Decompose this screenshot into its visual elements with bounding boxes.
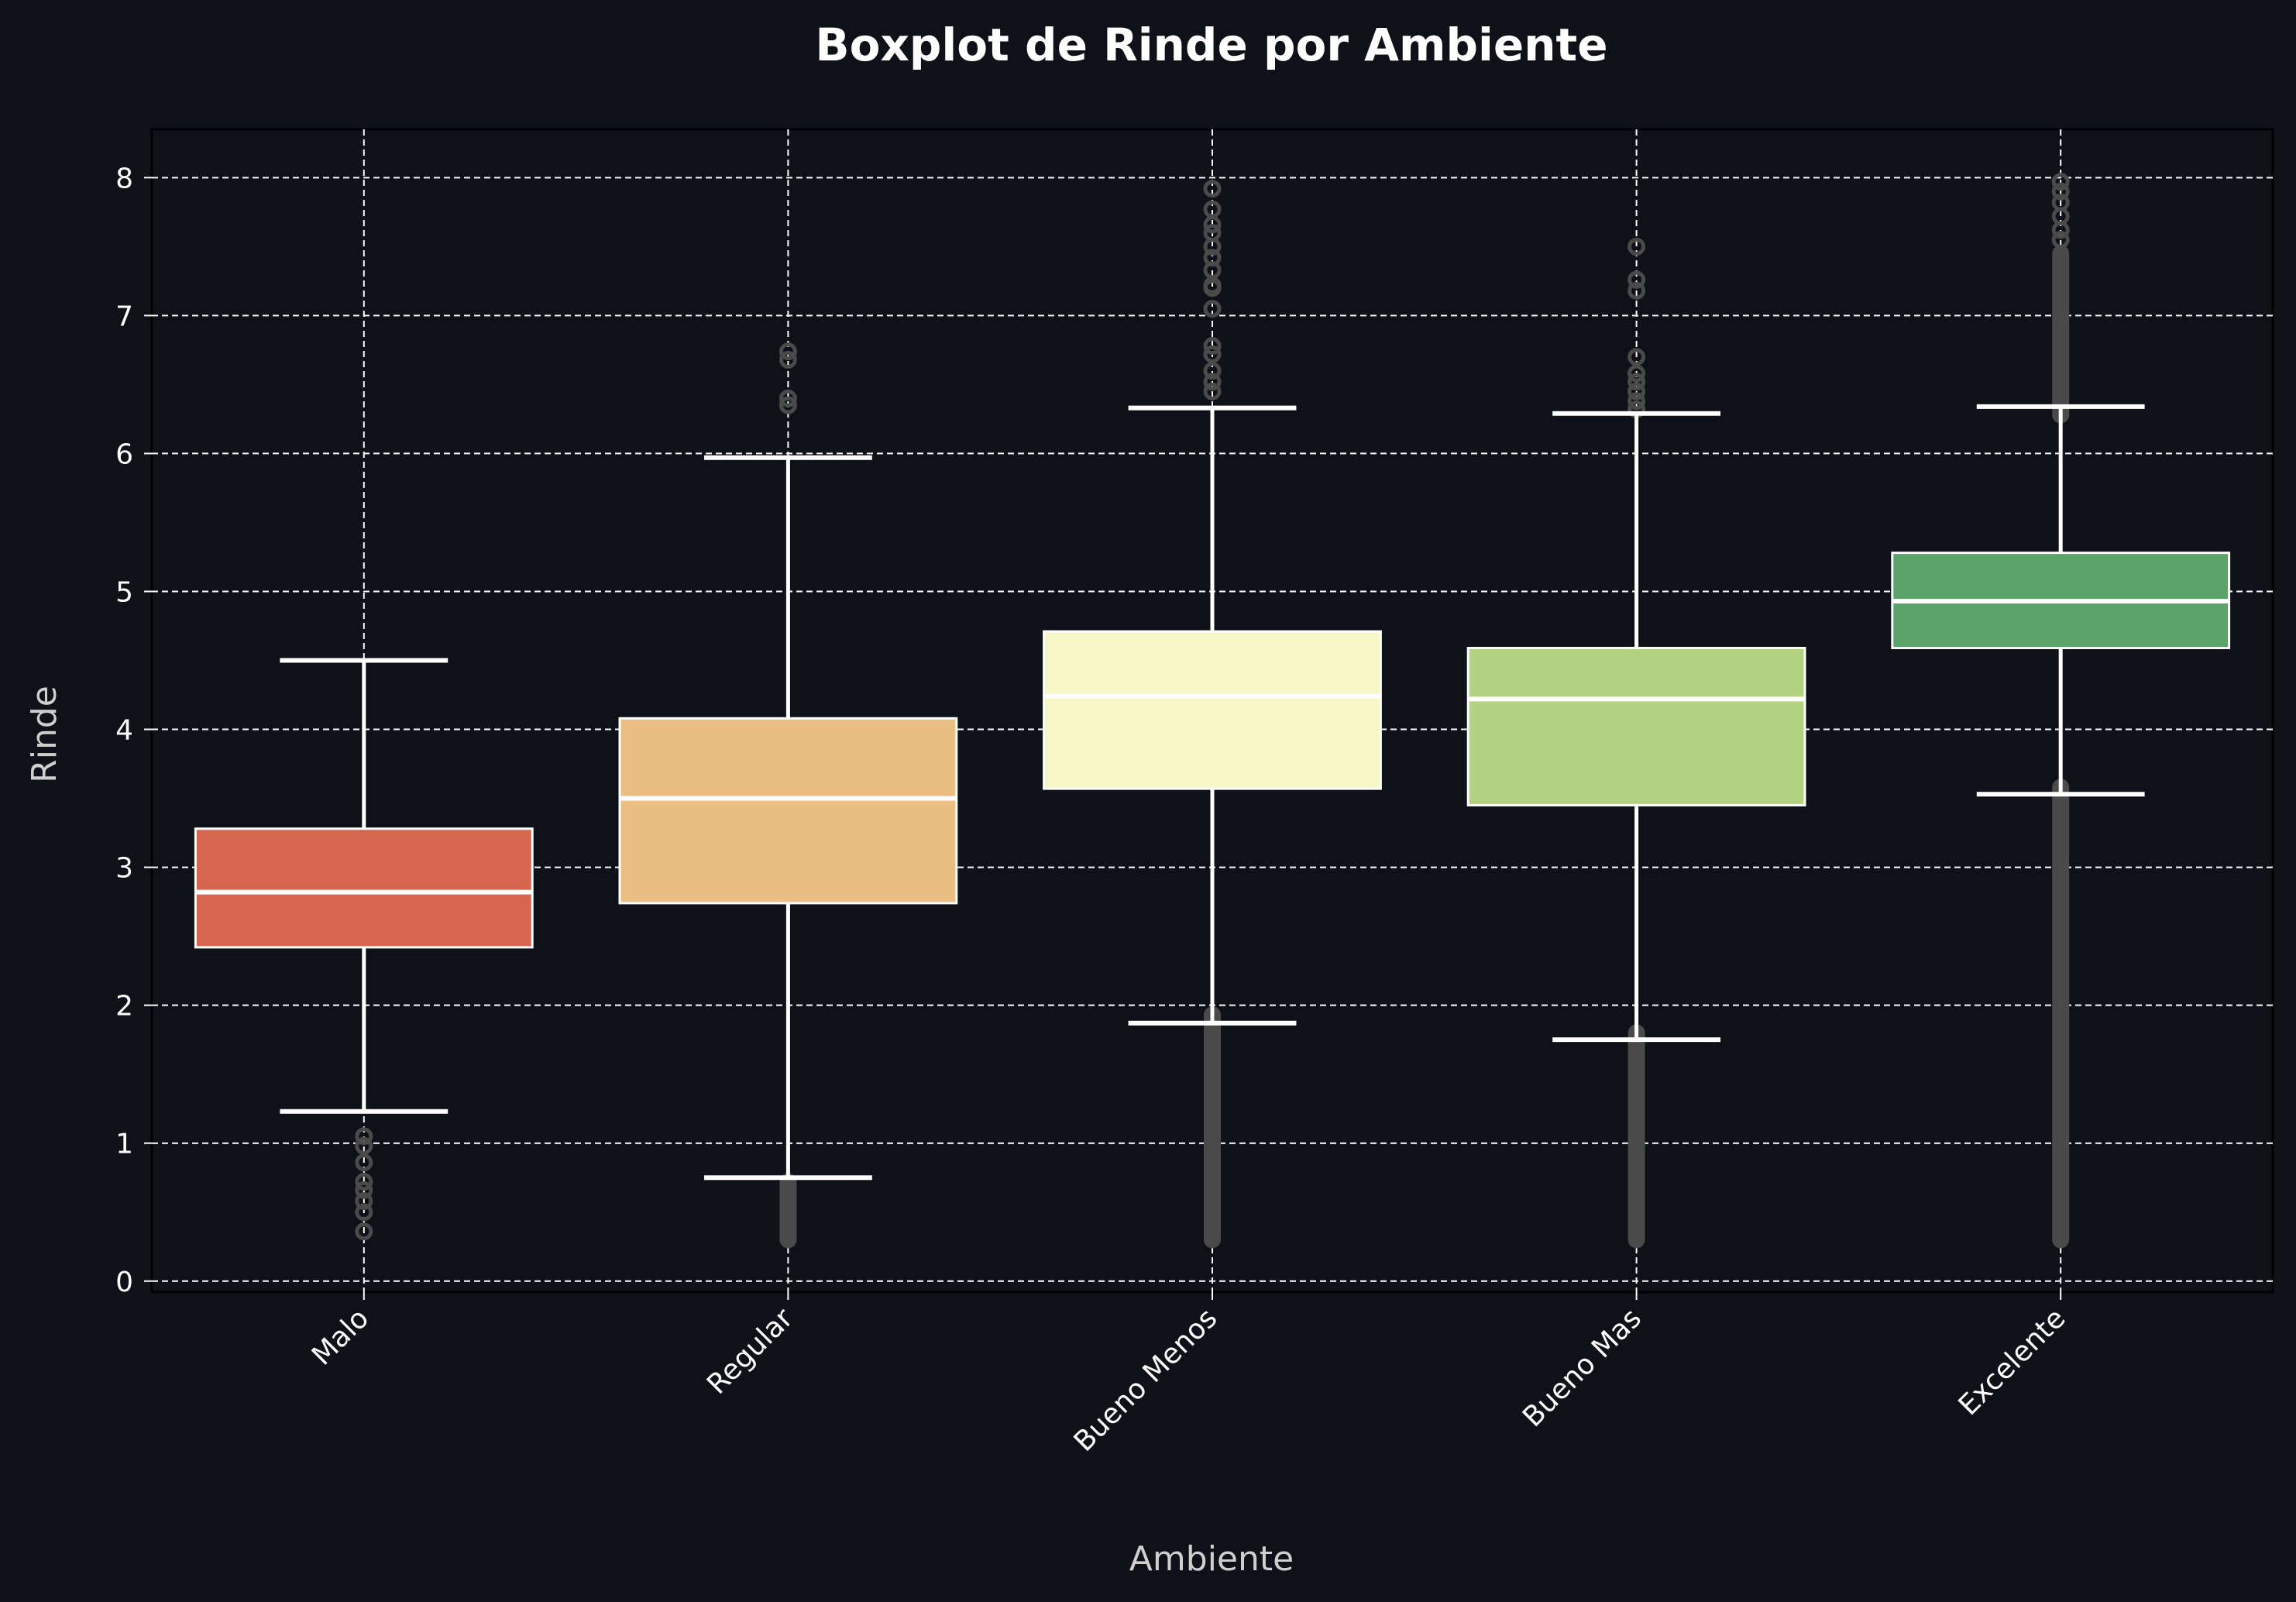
outlier-point (1203, 337, 1222, 356)
y-tick-label: 5 (115, 576, 133, 608)
outlier-point (1203, 345, 1222, 363)
outlier-point (1627, 364, 1646, 383)
outlier-point (779, 342, 797, 361)
outlier-point (355, 1203, 373, 1222)
outlier-point (1203, 373, 1222, 391)
outlier-point (1627, 373, 1646, 391)
outlier-point (1203, 382, 1222, 400)
outlier-point (1627, 348, 1646, 366)
chart-title: Boxplot de Rinde por Ambiente (815, 19, 1607, 71)
y-tick-label: 4 (115, 715, 133, 747)
y-tick-label: 6 (115, 438, 133, 470)
outlier-point (1627, 281, 1646, 300)
outlier-point (355, 1181, 373, 1199)
outlier-point (1203, 299, 1222, 318)
outlier-point (355, 1136, 373, 1155)
outlier-point (355, 1127, 373, 1146)
outlier-point (2051, 173, 2070, 191)
outlier-point (2051, 182, 2070, 201)
outlier-point (779, 396, 797, 414)
outlier-point (355, 1173, 373, 1191)
outlier-point (1203, 224, 1222, 242)
outlier-point (1203, 200, 1222, 218)
box-regular (618, 717, 958, 905)
outlier-point (355, 1222, 373, 1241)
y-tick-label: 2 (115, 991, 133, 1023)
y-tick-label: 1 (115, 1129, 133, 1160)
outlier-point (1203, 180, 1222, 198)
outlier-point (1627, 382, 1646, 400)
outlier-point (1627, 270, 1646, 289)
outlier-point (355, 1191, 373, 1210)
y-tick-label: 0 (115, 1267, 133, 1298)
box-malo (194, 827, 534, 949)
outlier-point (2051, 193, 2070, 211)
outlier-point (355, 1153, 373, 1172)
outlier-point (1627, 392, 1646, 411)
outlier-point (1627, 237, 1646, 256)
y-axis-label: Rinde (25, 686, 64, 783)
y-tick-label: 7 (115, 301, 133, 332)
outlier-point (1203, 249, 1222, 267)
y-tick-label: 8 (115, 163, 133, 194)
x-axis-label: Ambiente (1129, 1539, 1294, 1579)
outlier-point (779, 389, 797, 407)
box-bueno-mas (1466, 646, 1806, 806)
box-bueno-menos (1043, 630, 1382, 790)
outlier-point (2051, 230, 2070, 249)
y-tick-label: 3 (115, 853, 133, 885)
outlier-point (1203, 362, 1222, 380)
outlier-point (779, 350, 797, 369)
